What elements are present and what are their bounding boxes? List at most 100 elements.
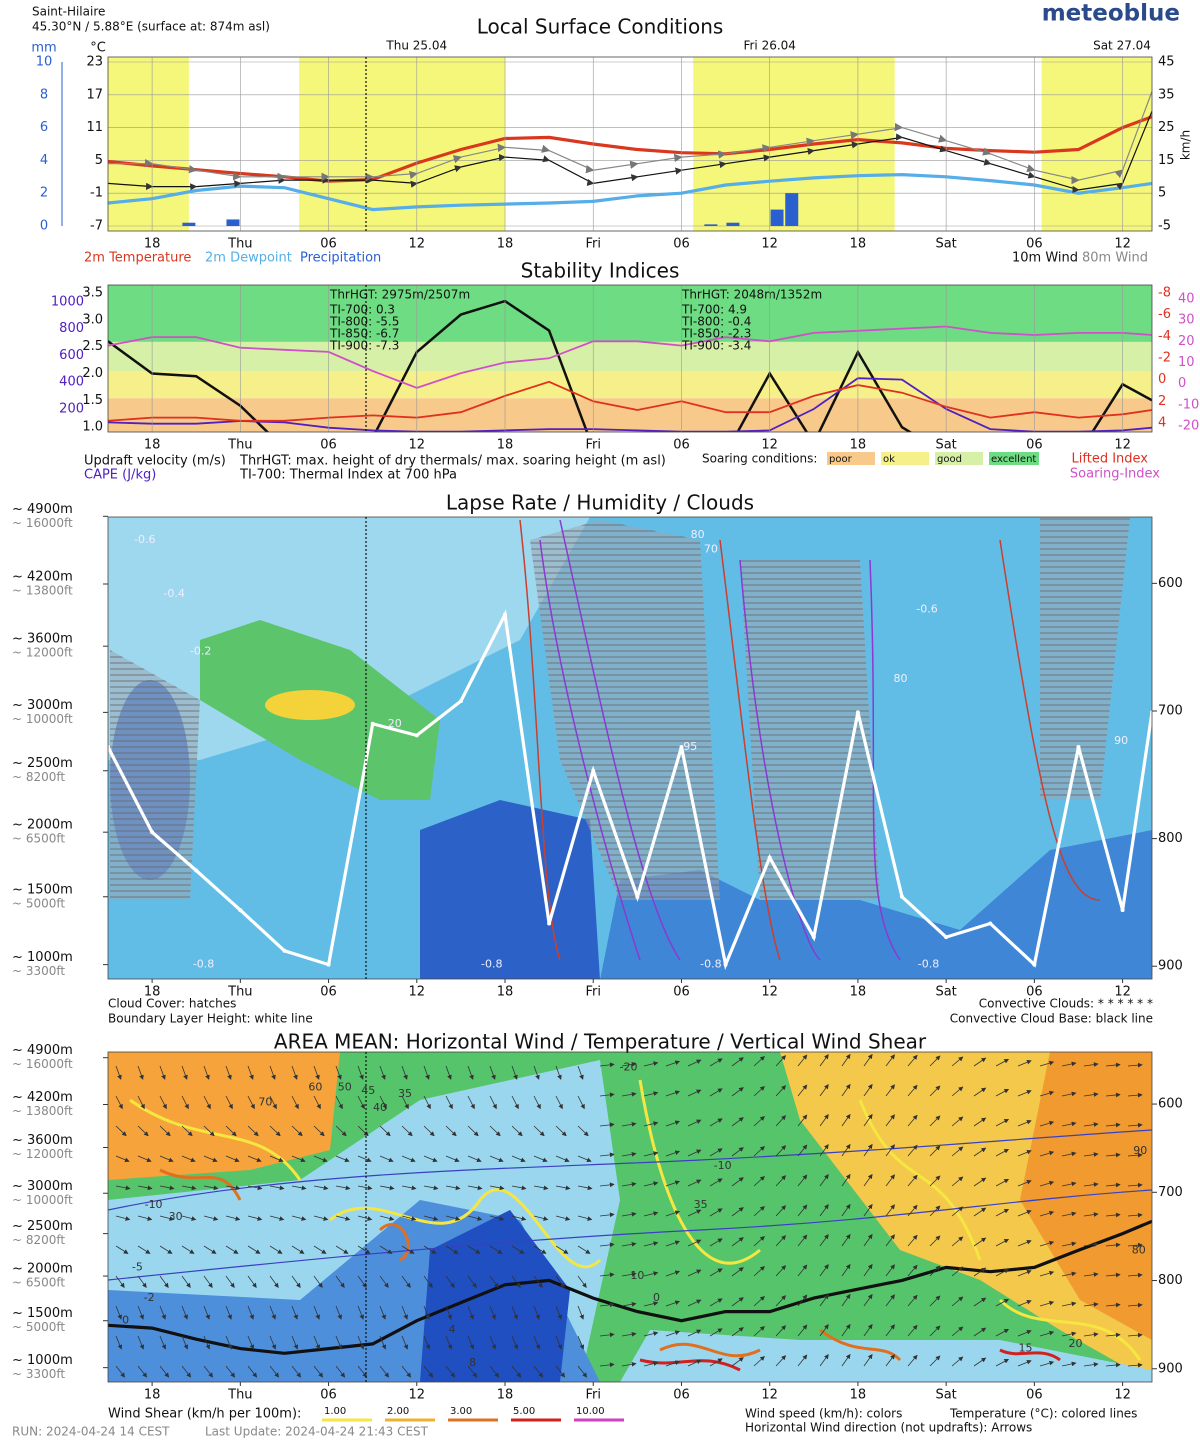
wind-arrow	[973, 1087, 987, 1097]
wind-arrow	[643, 1151, 659, 1157]
height-label: ~ 4200m	[12, 1090, 73, 1105]
x-tick-label: 18	[144, 985, 161, 1000]
wind-arrow	[401, 1365, 412, 1378]
wind-arrow	[907, 1084, 918, 1097]
wind-arrow	[555, 1245, 569, 1254]
wind-arrow	[225, 1275, 235, 1288]
wind-arrow	[643, 1181, 659, 1187]
wind-arrow	[181, 1065, 188, 1080]
wind-arrow	[907, 1144, 918, 1157]
wind-arrow	[907, 1324, 918, 1337]
wind-arrow	[863, 1053, 873, 1067]
bl-point	[1120, 908, 1125, 913]
wind-arrow	[269, 1125, 281, 1137]
contour-label: 70	[258, 1095, 272, 1108]
bl-point	[855, 710, 860, 715]
contour-label: 35	[694, 1198, 708, 1211]
wind-arrow	[1039, 1210, 1055, 1217]
thermal-info: TI-700: 0.3	[329, 303, 395, 317]
feet-label: ~ 16000ft	[12, 516, 73, 530]
wind-arrow	[709, 1208, 723, 1217]
wind-arrow	[1039, 1270, 1055, 1277]
wind-arrow	[1039, 1090, 1055, 1097]
wind-arrow	[1017, 1059, 1032, 1067]
wind-arrow	[885, 1114, 895, 1127]
wind-arrow	[621, 1331, 637, 1337]
wind-arrow	[1083, 1182, 1099, 1187]
wind-arrow	[885, 1324, 895, 1337]
y2-tick-label: 15	[1158, 153, 1175, 168]
wind-arrow	[775, 1085, 787, 1097]
wind-arrow	[841, 1083, 851, 1097]
wind-arrow	[313, 1155, 328, 1163]
contour-label: 4	[449, 1323, 456, 1336]
wind-arrow	[489, 1275, 499, 1288]
bl-point	[679, 745, 684, 750]
wind-arrow	[951, 1116, 964, 1127]
note: TI-700: Thermal Index at 700 hPa	[239, 468, 457, 483]
wind-arrow	[995, 1359, 1010, 1367]
feet-label: ~ 5000ft	[12, 1320, 65, 1334]
wind-arrow	[423, 1275, 433, 1288]
x-tick-label: 18	[850, 1388, 867, 1403]
wind-arrow	[841, 1263, 851, 1277]
thermal-info: TI-900: -3.4	[681, 339, 751, 353]
wind-arrow	[445, 1095, 453, 1110]
wind-arrow	[1127, 1362, 1143, 1368]
wind-arrow	[423, 1065, 430, 1080]
wind-arrow	[1083, 1062, 1099, 1067]
wind-arrow	[841, 1143, 851, 1157]
wind-arrow	[995, 1059, 1010, 1067]
wind-arrow	[687, 1149, 702, 1157]
contour-label: 8	[469, 1356, 476, 1369]
x-tick-label: Thu	[227, 237, 252, 252]
day-label: Sat 27.04	[1093, 39, 1151, 53]
wind-arrow	[863, 1293, 873, 1307]
unit: km/h	[1179, 130, 1193, 160]
wind-arrow	[203, 1185, 219, 1191]
bl-point	[194, 868, 199, 873]
x-tick-label: 12	[409, 237, 426, 252]
wind-arrow	[797, 1234, 808, 1247]
si-tick-label: 40	[1178, 291, 1195, 306]
note: ThrHGT: max. height of dry thermals/ max…	[239, 454, 666, 469]
wind-arrow	[797, 1264, 808, 1277]
wind-arrow	[379, 1125, 391, 1137]
wind-arrow	[973, 1207, 987, 1217]
x-tick-label: Fri	[585, 438, 601, 453]
wind-arrow	[599, 1272, 615, 1278]
wind-arrow	[731, 1057, 744, 1067]
wind-arrow	[863, 1173, 873, 1187]
wind-arrow	[423, 1305, 430, 1320]
wind-arrow	[1105, 1332, 1121, 1338]
contour-label: 50	[338, 1080, 352, 1093]
bl-point	[326, 962, 331, 967]
wind-arrow	[181, 1275, 191, 1288]
contour-label: -0.8	[700, 958, 721, 971]
height-label: ~ 2500m	[12, 756, 73, 771]
wind-arrow	[1039, 1180, 1055, 1187]
bl-point	[414, 733, 419, 738]
height-label: ~ 3600m	[12, 632, 73, 647]
wind-arrow	[797, 1354, 808, 1367]
bl-point	[900, 894, 905, 899]
wind-arrow	[753, 1056, 765, 1067]
wind-arrow	[753, 1326, 765, 1337]
wind-arrow	[489, 1305, 496, 1320]
contour-label: -5	[132, 1260, 143, 1273]
wind-arrow	[379, 1275, 389, 1288]
wind-arrow	[445, 1125, 457, 1137]
wind-arrow	[489, 1095, 497, 1110]
wind-arrow	[599, 1182, 615, 1188]
contour-label: -0.6	[134, 533, 155, 546]
wind-arrow	[1061, 1271, 1077, 1277]
wind-arrow	[445, 1245, 459, 1254]
wind-arrow	[753, 1176, 765, 1187]
wind-arrow	[137, 1275, 147, 1288]
x-tick-label: Fri	[585, 1388, 601, 1403]
thermal-info: TI-700: 4.9	[681, 303, 747, 317]
contour-label: -0.6	[916, 602, 937, 615]
wind-arrow	[137, 1095, 145, 1110]
y3-tick-label: 2	[40, 186, 48, 201]
bl-point	[635, 894, 640, 899]
